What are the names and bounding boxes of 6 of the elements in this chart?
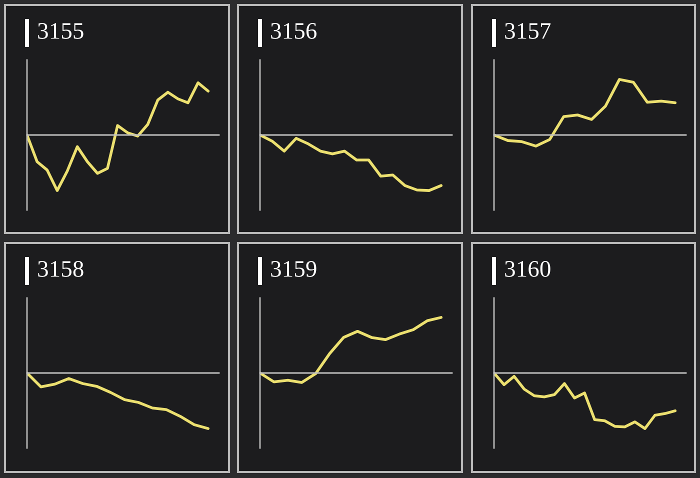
chart-title: 3155 <box>38 23 84 39</box>
chart-title: 3157 <box>505 23 551 39</box>
chart-title: 3160 <box>505 260 550 277</box>
chart-title: 3158 <box>38 260 84 277</box>
chart-title: 3159 <box>271 261 316 277</box>
chart-title: 3156 <box>271 23 317 39</box>
